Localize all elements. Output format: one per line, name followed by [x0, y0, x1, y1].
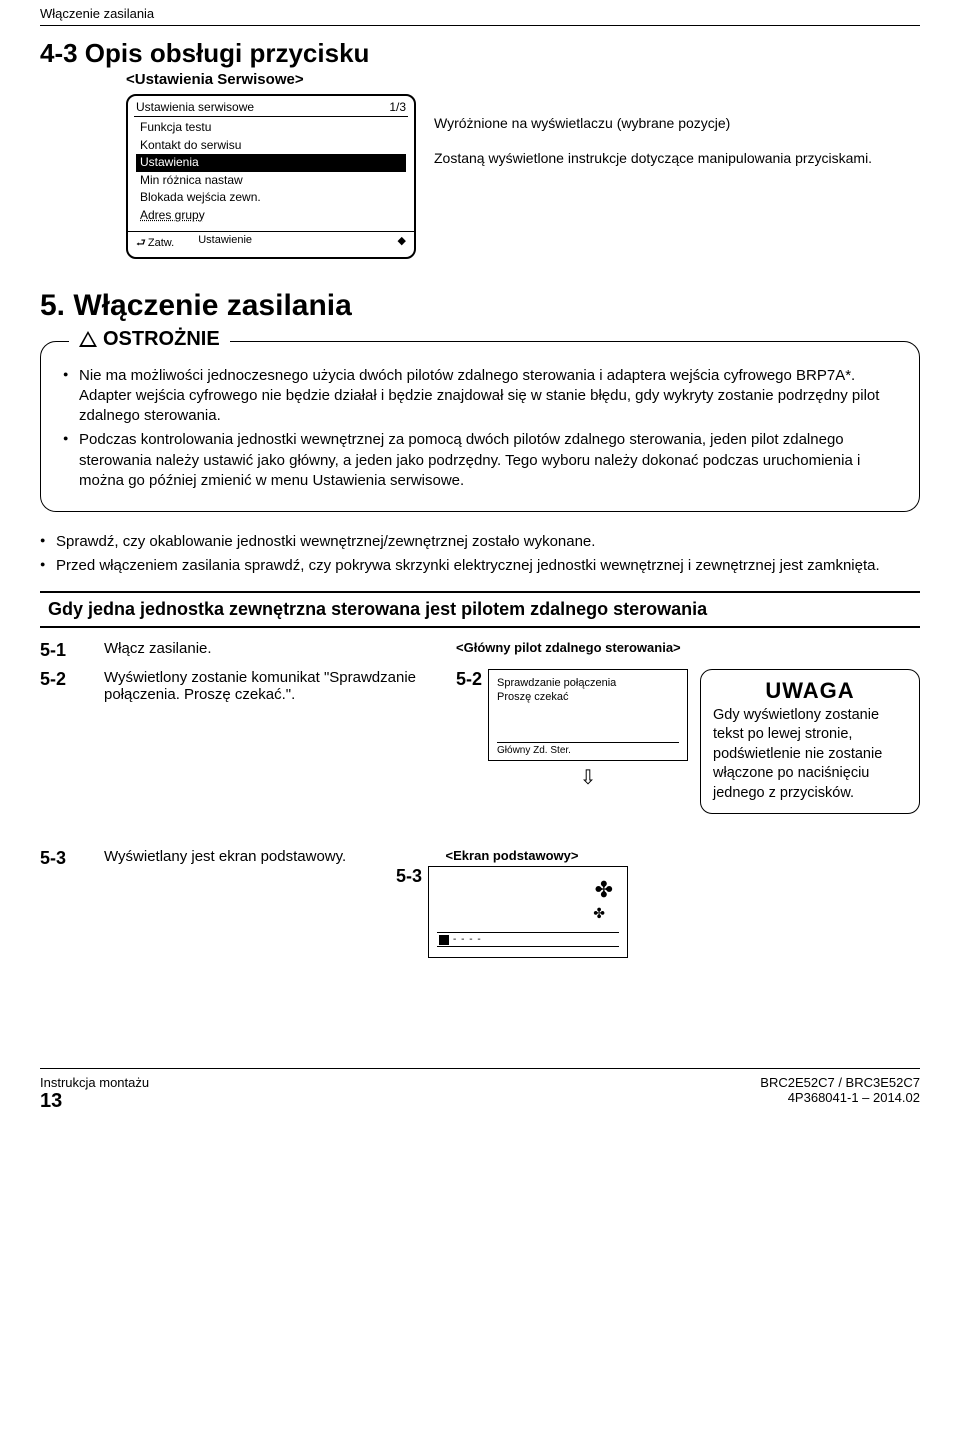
note-title: UWAGA	[713, 678, 907, 704]
header-divider	[40, 25, 920, 26]
screen-list: Funkcja testuKontakt do serwisuUstawieni…	[128, 119, 414, 229]
screen-foot-arrows: ◆	[398, 234, 406, 253]
outside-bullets: Sprawdź, czy okablowanie jednostki wewnę…	[40, 532, 920, 577]
screen-item: Blokada wejścia zewn.	[136, 189, 406, 207]
body-bullet: Sprawdź, czy okablowanie jednostki wewnę…	[40, 532, 920, 552]
step-5-3-mid-num: 5-3	[396, 866, 422, 887]
caution-box: OSTROŻNIE Nie ma możliwości jednoczesneg…	[40, 341, 920, 513]
step-5-2-mid-num: 5-2	[456, 669, 482, 690]
lcd-footline: Główny Zd. Ster.	[497, 742, 679, 756]
section-4-3-subheading: <Ustawienia Serwisowe>	[126, 71, 920, 88]
lcd-line2: Proszę czekać	[497, 690, 679, 704]
screen-item: Ustawienia	[136, 154, 406, 172]
subsection-bar: Gdy jedna jednostka zewnętrzna sterowana…	[40, 591, 920, 628]
caution-bullet: Podczas kontrolowania jednostki wewnętrz…	[63, 430, 897, 491]
screen-foot-confirm: Zatw.	[136, 234, 174, 253]
screen-page: 1/3	[389, 100, 406, 114]
screen-item: Kontakt do serwisu	[136, 137, 406, 155]
footer-page: 13	[40, 1090, 149, 1113]
body-bullet: Przed włączeniem zasilania sprawdź, czy …	[40, 556, 920, 576]
step-5-3-num: 5-3	[40, 848, 92, 869]
indicator-icon	[439, 935, 449, 945]
fan-small-icon: ✤	[593, 905, 605, 922]
screen-item: Adres grupy	[136, 207, 406, 225]
callout-instructions: Zostaną wyświetlone instrukcje dotyczące…	[434, 149, 872, 168]
step-5-2-text: Wyświetlony zostanie komunikat "Sprawdza…	[104, 669, 444, 703]
page-footer: Instrukcja montażu 13 BRC2E52C7 / BRC3E5…	[40, 1068, 920, 1133]
screen-foot-setting: Ustawienie	[198, 234, 252, 253]
caution-label-text: OSTROŻNIE	[103, 328, 220, 351]
note-box: UWAGA Gdy wyświetlony zostanie tekst po …	[700, 669, 920, 815]
lcd-dash: - - - -	[453, 934, 482, 945]
section-5-heading: 5. Włączenie zasilania	[40, 289, 920, 323]
arrow-down-icon: ⇩	[488, 765, 688, 790]
step-5-1-num: 5-1	[40, 640, 92, 661]
caution-label: OSTROŻNIE	[69, 328, 230, 351]
section-4-3-heading: 4-3 Opis obsługi przycisku	[40, 38, 920, 69]
lcd-line1: Sprawdzanie połączenia	[497, 676, 679, 690]
step-5-3-text: Wyświetlany jest ekran podstawowy.	[104, 848, 384, 865]
basic-screen-title: <Ekran podstawowy>	[396, 848, 628, 863]
step-5-2-num: 5-2	[40, 669, 92, 690]
screen-item: Min różnica nastaw	[136, 172, 406, 190]
lcd-checking: Sprawdzanie połączenia Proszę czekać Głó…	[488, 669, 688, 761]
footer-right1: BRC2E52C7 / BRC3E52C7	[760, 1075, 920, 1090]
service-settings-screen: Ustawienia serwisowe 1/3 Funkcja testuKo…	[126, 94, 416, 259]
callout-highlighted: Wyróżnione na wyświetlaczu (wybrane pozy…	[434, 114, 872, 133]
footer-left: Instrukcja montażu	[40, 1075, 149, 1090]
fan-icon: ✤	[595, 877, 613, 903]
screen-item: Funkcja testu	[136, 119, 406, 137]
lcd-basic: ✤ ✤ - - - -	[428, 866, 628, 958]
note-text: Gdy wyświetlony zostanie tekst po lewej …	[713, 706, 907, 804]
caution-bullets: Nie ma możliwości jednoczesnego użycia d…	[63, 366, 897, 492]
main-remote-title: <Główny pilot zdalnego sterowania>	[456, 640, 688, 655]
step-5-1-text: Włącz zasilanie.	[104, 640, 444, 657]
screen-title: Ustawienia serwisowe	[136, 100, 254, 114]
page-header: Włączenie zasilania	[40, 0, 920, 23]
caution-bullet: Nie ma możliwości jednoczesnego użycia d…	[63, 366, 897, 427]
warning-icon	[79, 331, 97, 347]
footer-right2: 4P368041-1 – 2014.02	[760, 1090, 920, 1105]
